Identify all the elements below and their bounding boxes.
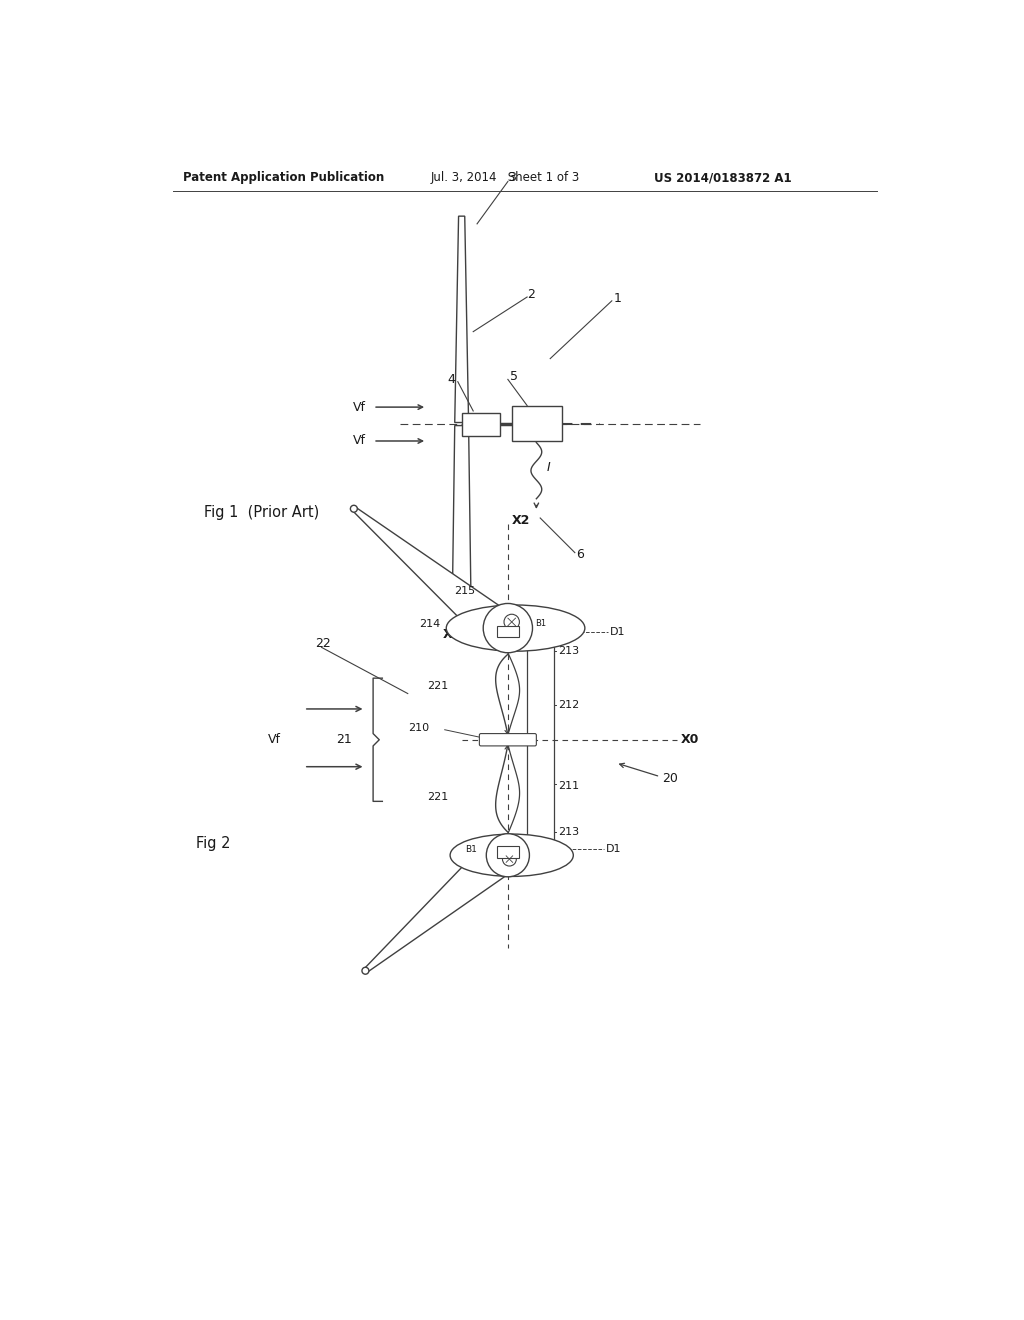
FancyBboxPatch shape	[479, 734, 537, 746]
Text: N: N	[499, 842, 506, 851]
Bar	[527, 636, 554, 847]
Polygon shape	[455, 216, 469, 422]
Text: X1: X1	[442, 628, 461, 640]
Circle shape	[504, 614, 519, 630]
Text: 211: 211	[558, 781, 579, 791]
Bar	[497, 626, 518, 638]
Text: 22: 22	[315, 638, 331, 649]
Bar	[462, 413, 500, 436]
Text: Vf: Vf	[352, 434, 366, 447]
Text: S: S	[506, 842, 512, 851]
Text: US 2014/0183872 A1: US 2014/0183872 A1	[654, 172, 792, 185]
Text: I: I	[547, 462, 551, 474]
Text: 20: 20	[662, 772, 678, 785]
Text: 213: 213	[558, 647, 579, 656]
Text: Vf: Vf	[352, 400, 366, 413]
Text: 214: 214	[419, 619, 440, 630]
Text: X0: X0	[681, 733, 699, 746]
Circle shape	[483, 603, 532, 653]
Text: 215: 215	[454, 586, 475, 597]
Text: 221: 221	[427, 681, 449, 690]
Text: Fig 1  (Prior Art): Fig 1 (Prior Art)	[204, 506, 318, 520]
Text: 213: 213	[558, 828, 579, 837]
Text: Patent Application Publication: Patent Application Publication	[183, 172, 384, 185]
Text: S2: S2	[487, 616, 498, 624]
Text: 4: 4	[447, 372, 456, 385]
Text: 212: 212	[558, 700, 580, 710]
Polygon shape	[352, 507, 505, 639]
Polygon shape	[364, 845, 509, 973]
Text: D1: D1	[605, 843, 622, 854]
Text: 210: 210	[408, 723, 429, 733]
Text: X2: X2	[512, 513, 530, 527]
Text: Jul. 3, 2014   Sheet 1 of 3: Jul. 3, 2014 Sheet 1 of 3	[431, 172, 581, 185]
Text: N: N	[499, 626, 506, 635]
Text: 221: 221	[427, 792, 449, 803]
Text: 21: 21	[336, 733, 351, 746]
Text: 5: 5	[510, 370, 518, 383]
Text: 3: 3	[508, 172, 516, 185]
Text: B1: B1	[535, 619, 546, 628]
Ellipse shape	[451, 834, 573, 876]
Ellipse shape	[446, 605, 585, 651]
Text: S1: S1	[497, 635, 507, 644]
Text: B1: B1	[466, 845, 477, 854]
Text: 6: 6	[577, 548, 585, 561]
Polygon shape	[453, 425, 471, 594]
Text: Vf: Vf	[267, 733, 281, 746]
Text: 2: 2	[527, 288, 535, 301]
Bar	[497, 846, 518, 858]
Text: S: S	[506, 626, 512, 635]
Text: Fig 2: Fig 2	[196, 836, 230, 851]
Text: D1: D1	[609, 627, 625, 638]
Circle shape	[503, 853, 516, 866]
Text: B2: B2	[512, 863, 523, 873]
Circle shape	[486, 834, 529, 876]
Ellipse shape	[361, 968, 369, 974]
Text: 1: 1	[613, 292, 622, 305]
Bar	[512, 407, 562, 441]
Ellipse shape	[350, 506, 357, 512]
Text: B2: B2	[518, 616, 529, 624]
